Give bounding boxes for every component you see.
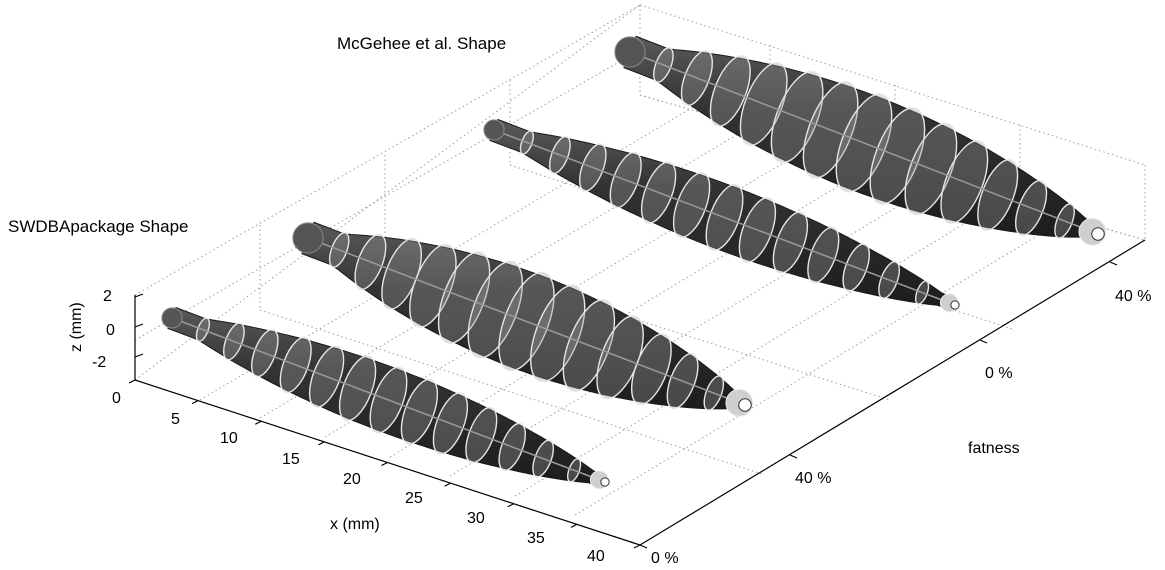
fatness-axis-line — [639, 239, 1146, 546]
worm-tip-end — [600, 477, 610, 487]
x-tick-mark — [191, 400, 199, 405]
z-tick: 2 — [103, 288, 112, 305]
grid-line — [259, 309, 766, 476]
worm-centerline — [307, 237, 746, 406]
worm-tip-end — [1091, 227, 1105, 241]
fatness-tick-mark — [639, 544, 648, 549]
x-tick: 5 — [171, 411, 180, 428]
worm-shapes — [161, 35, 1107, 490]
x-tick: 15 — [282, 451, 300, 468]
worm-centerline — [629, 51, 1099, 235]
grid-line — [574, 209, 1081, 516]
grid-line — [134, 4, 641, 381]
x-tick: 0 — [112, 390, 121, 407]
x-tick: 10 — [220, 430, 238, 447]
x-tick-mark — [381, 461, 388, 467]
x-tick-mark — [633, 544, 641, 549]
fatness-axis-label: fatness — [968, 440, 1020, 457]
grid-line — [389, 152, 894, 458]
x-tick: 25 — [405, 490, 423, 507]
x-tick-mark — [318, 441, 325, 446]
x-tick: 20 — [343, 471, 361, 488]
x-tick-mark — [507, 503, 515, 508]
worm-tail — [614, 36, 646, 68]
z-tick: 0 — [106, 322, 115, 339]
grid-line — [639, 4, 1146, 166]
fatness-tick: 40 % — [795, 470, 832, 487]
worm-swdba-fat — [292, 221, 754, 417]
fatness-tick: 0 % — [651, 550, 679, 567]
fatness-tick: 0 % — [985, 365, 1013, 382]
x-tick-mark — [128, 379, 136, 384]
fatness-tick-mark — [789, 454, 798, 459]
z-tick-mark — [134, 353, 144, 358]
fatness-tick-mark — [979, 339, 988, 344]
axis-lines — [128, 239, 1146, 549]
worm-mcgehee-fat — [614, 35, 1107, 246]
x-axis-label: x (mm) — [330, 516, 380, 533]
worm-centerline — [171, 317, 606, 483]
z-tick-mark — [134, 323, 144, 328]
x-tick: 35 — [527, 530, 545, 547]
z-tick: -2 — [92, 354, 107, 371]
fatness-tick: 40 % — [1115, 288, 1152, 305]
worm-tail — [292, 222, 324, 254]
worm-centerline — [493, 129, 956, 306]
x-tick: 40 — [587, 548, 605, 565]
worm-tail — [483, 119, 505, 141]
grid-line — [384, 239, 891, 401]
worm-mcgehee-thin — [483, 118, 960, 313]
z-axis-label: z (mm) — [68, 302, 85, 352]
grid-line — [449, 171, 956, 477]
worm-tip-end — [950, 300, 960, 310]
title-top: McGehee et al. Shape — [337, 34, 507, 53]
x-tick-mark — [254, 420, 262, 425]
fatness-tick-mark — [1109, 261, 1118, 266]
title-left: SWDBApackage Shape — [8, 217, 189, 236]
worm-tip-end — [738, 398, 752, 412]
x-tick-mark — [570, 523, 578, 528]
x-tick-mark — [444, 482, 451, 487]
z-tick-mark — [134, 293, 144, 298]
worm-swdba-thin — [161, 306, 610, 490]
worm-tail — [161, 307, 183, 329]
x-tick: 30 — [467, 510, 485, 527]
